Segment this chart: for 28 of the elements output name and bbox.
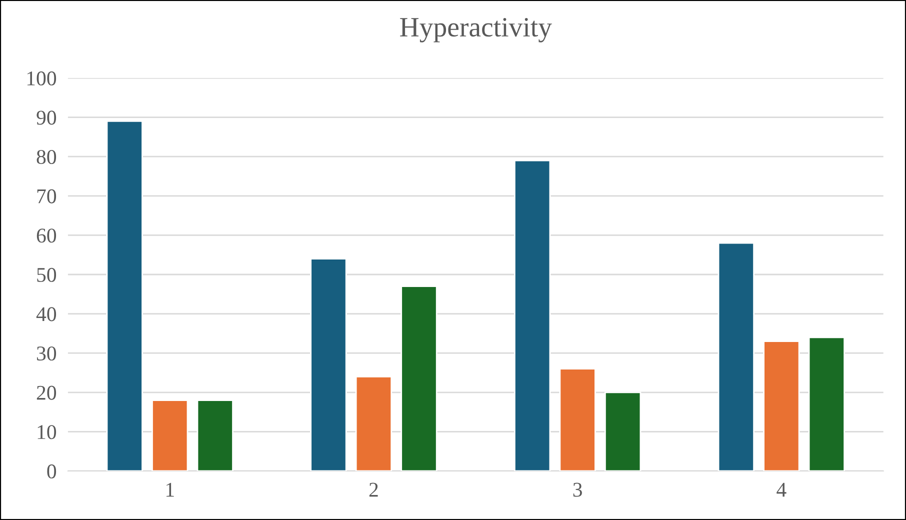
bar xyxy=(604,392,642,471)
bar xyxy=(106,120,143,471)
bar xyxy=(152,400,188,471)
bar xyxy=(355,376,392,471)
x-tick-label: 2 xyxy=(369,482,378,497)
y-tick-label: 100 xyxy=(27,71,56,86)
y-tick-label: 60 xyxy=(36,228,56,243)
y-tick-label: 10 xyxy=(38,425,56,440)
bar xyxy=(514,160,551,471)
y-tick-label: 70 xyxy=(37,189,56,204)
bar xyxy=(763,340,800,471)
chart-title: Hyperactivity xyxy=(400,18,552,42)
y-tick-label: 0 xyxy=(47,464,56,478)
bar xyxy=(310,258,347,471)
y-tick-label: 50 xyxy=(37,268,56,282)
y-tick-label: 90 xyxy=(36,110,56,125)
x-tick-label: 1 xyxy=(166,482,174,497)
y-tick-label: 80 xyxy=(36,150,56,164)
y-tick-label: 30 xyxy=(37,346,56,361)
y-tick-label: 40 xyxy=(36,307,56,322)
y-tick-label: 20 xyxy=(36,386,56,400)
bar xyxy=(559,368,596,471)
bar xyxy=(808,336,846,471)
x-tick-label: 3 xyxy=(573,482,582,497)
bar xyxy=(196,400,234,471)
x-tick-label: 4 xyxy=(776,482,786,497)
bar xyxy=(718,242,754,471)
bar xyxy=(400,286,438,471)
